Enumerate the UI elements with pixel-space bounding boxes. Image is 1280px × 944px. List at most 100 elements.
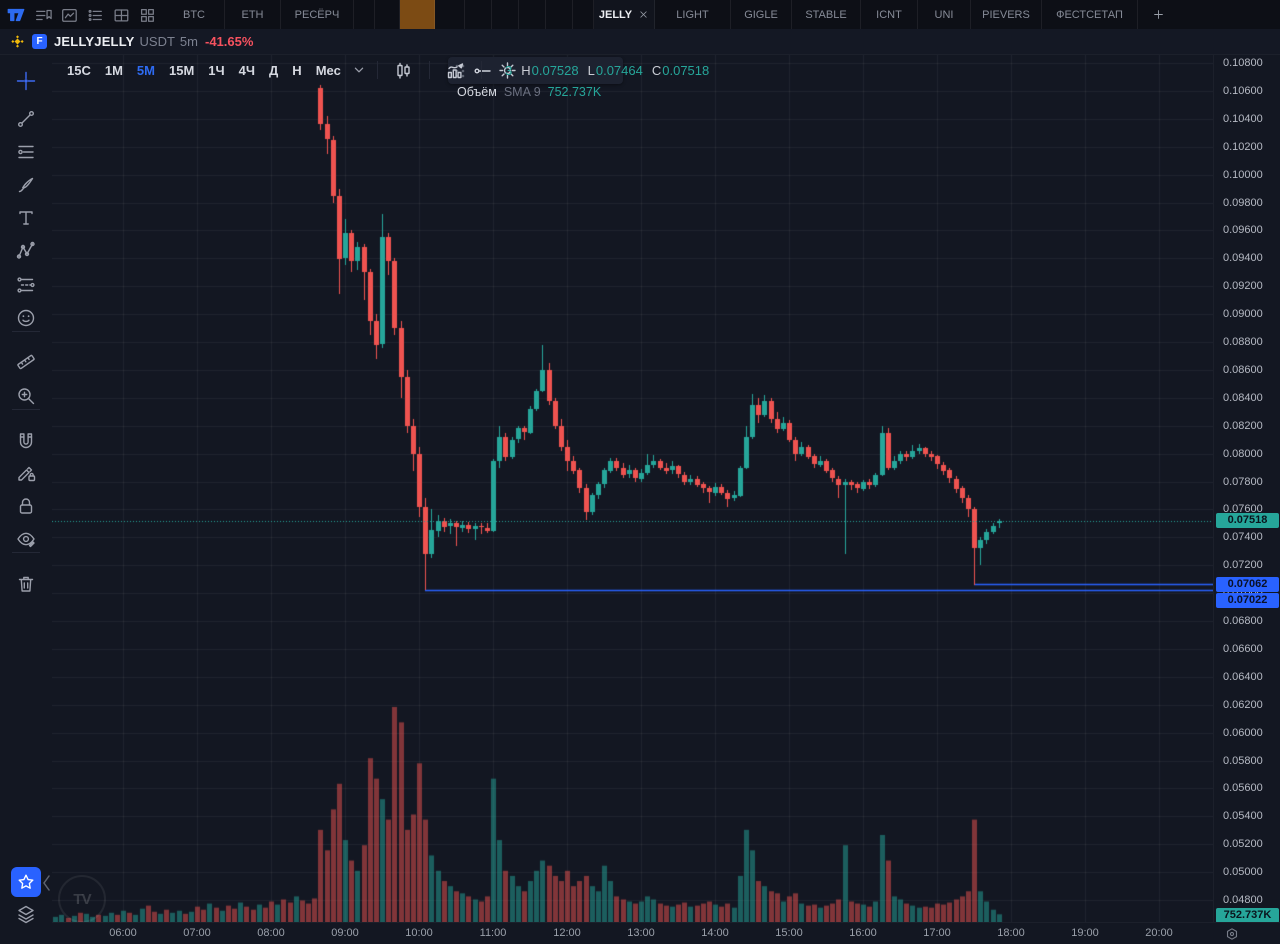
lock-all-icon[interactable] xyxy=(15,495,37,517)
time-tick: 07:00 xyxy=(183,927,211,939)
price-tick: 0.07400 xyxy=(1223,531,1263,544)
tab-label: РЕСЁРЧ xyxy=(294,8,340,21)
tab-pievers[interactable]: PIEVERS xyxy=(971,0,1042,29)
brush-icon[interactable] xyxy=(15,174,37,196)
price-tick: 0.10800 xyxy=(1223,57,1263,69)
remove-all-icon[interactable] xyxy=(15,573,37,595)
legend-close-value: 0.07518 xyxy=(662,63,710,78)
price-tick: 0.06200 xyxy=(1223,698,1263,711)
drawing-pencil-lock-icon[interactable] xyxy=(15,462,37,484)
price-tick: 0.05000 xyxy=(1223,866,1263,879)
trend-line-icon[interactable] xyxy=(15,108,37,130)
timeframe-4Ч[interactable]: 4Ч xyxy=(238,62,256,78)
price-tick: 0.05800 xyxy=(1223,754,1263,767)
list-icon[interactable] xyxy=(86,6,104,24)
price-tick: 0.09000 xyxy=(1223,308,1263,321)
symbol-name[interactable]: JELLYJELLY xyxy=(54,34,135,49)
tab-label: PIEVERS xyxy=(982,8,1030,21)
tab-eth[interactable]: ETH xyxy=(225,0,281,29)
crosshair-icon[interactable] xyxy=(15,70,37,92)
floating-drawing-toolbar[interactable] xyxy=(448,57,623,84)
tab-empty[interactable] xyxy=(519,0,546,29)
tab-thumbnail[interactable] xyxy=(400,0,435,29)
tradingview-logo-icon[interactable] xyxy=(6,5,26,25)
object-tree-layers-icon[interactable] xyxy=(15,903,37,925)
candles-icon[interactable] xyxy=(393,60,414,81)
timeframe-Мес[interactable]: Мес xyxy=(315,62,341,78)
price-tick: 0.05200 xyxy=(1223,838,1263,851)
tab-icnt[interactable]: ICNT xyxy=(861,0,918,29)
chart-window-icon[interactable] xyxy=(60,6,78,24)
symbol-pair-suffix: USDT xyxy=(139,34,175,49)
legend-low-value: 0.07464 xyxy=(595,63,643,78)
tab-gigle[interactable]: GIGLE xyxy=(731,0,792,29)
ruler-icon[interactable] xyxy=(15,351,37,373)
tab-jelly[interactable]: JELLY xyxy=(594,0,655,29)
time-tick: 06:00 xyxy=(109,927,137,939)
magnet-icon[interactable] xyxy=(15,430,37,452)
price-tick: 0.10000 xyxy=(1223,168,1263,181)
hide-all-icon[interactable] xyxy=(15,528,37,550)
time-tick: 11:00 xyxy=(479,927,507,939)
tab-stable[interactable]: STABLE xyxy=(792,0,861,29)
time-tick: 18:00 xyxy=(997,927,1025,939)
tab-empty[interactable] xyxy=(492,0,519,29)
timeframe-1Ч[interactable]: 1Ч xyxy=(208,62,225,78)
toolbar-separator xyxy=(12,409,40,410)
tab-empty[interactable] xyxy=(435,0,465,29)
timeframe-Н[interactable]: Н xyxy=(292,62,302,78)
price-tick: 0.04800 xyxy=(1223,894,1263,906)
emoji-icon[interactable] xyxy=(15,307,37,329)
tab-empty[interactable] xyxy=(573,0,594,29)
tab-label: BTC xyxy=(183,8,205,21)
toolbar-divider xyxy=(480,61,482,79)
price-tick: 0.06400 xyxy=(1223,670,1263,683)
timeframe-15С[interactable]: 15С xyxy=(67,62,91,78)
tab-btc[interactable]: BTC xyxy=(164,0,225,29)
watchlist-icon[interactable] xyxy=(34,6,52,24)
price-tick: 0.08600 xyxy=(1223,363,1263,376)
chart-pane[interactable]: 15С 1М 5М 15М 1Ч 4Ч Д Н Мес 3 H 0.07528 L 0.07464 … xyxy=(52,55,1280,944)
tab-ресёрч[interactable]: РЕСЁРЧ xyxy=(281,0,354,29)
time-axis[interactable]: 06:00 07:00 08:00 09:00 10:00 11:00 12:00 13:00… xyxy=(52,922,1280,944)
price-tick: 0.09200 xyxy=(1223,280,1263,293)
axis-settings-icon[interactable] xyxy=(1224,926,1240,942)
add-tab-button[interactable] xyxy=(1138,0,1178,29)
tab-empty[interactable] xyxy=(546,0,573,29)
timeframe-15М[interactable]: 15М xyxy=(168,62,195,78)
sidebar-collapse-handle[interactable] xyxy=(40,872,52,894)
volume-indicator-label[interactable]: Объём xyxy=(457,85,497,99)
text-icon[interactable] xyxy=(15,207,37,229)
price-axis[interactable]: 0.10800 0.10600 0.10400 0.10200 0.10000 0.098… xyxy=(1213,55,1280,923)
time-tick: 08:00 xyxy=(257,927,285,939)
close-icon[interactable] xyxy=(638,9,649,20)
long-position-icon[interactable] xyxy=(15,274,37,296)
fib-retracement-icon[interactable] xyxy=(15,141,37,163)
tab-empty[interactable] xyxy=(465,0,492,29)
volume-axis-label: 752.737K xyxy=(1216,908,1279,923)
chart-canvas[interactable] xyxy=(52,55,1213,922)
tab-light[interactable]: LIGHT xyxy=(655,0,731,29)
grid-table-icon[interactable] xyxy=(112,6,130,24)
tab-uni[interactable]: UNI xyxy=(918,0,971,29)
timeframe-5М[interactable]: 5М xyxy=(136,62,155,78)
tab-фестсетап[interactable]: ФЕСТСЕТАП xyxy=(1042,0,1138,29)
tab-bar: BTC ETH РЕСЁРЧ JELLY LIGHT GIGLE STABLE ICNT UNI… xyxy=(0,0,1280,30)
price-tick: 0.06600 xyxy=(1223,642,1263,655)
legend-high-value: 0.07528 xyxy=(531,63,579,78)
timeframe-Д[interactable]: Д xyxy=(269,62,279,78)
gear-icon[interactable] xyxy=(497,60,518,81)
favorites-star-button[interactable] xyxy=(11,867,41,897)
timeframe-1М[interactable]: 1М xyxy=(104,62,123,78)
price-tick: 0.09800 xyxy=(1223,196,1263,209)
indicators-icon[interactable] xyxy=(445,60,466,81)
price-tick: 0.08800 xyxy=(1223,336,1263,348)
zoom-in-icon[interactable] xyxy=(15,385,37,407)
tab-empty[interactable] xyxy=(354,0,375,29)
ray-price-label-2: 0.07022 xyxy=(1216,592,1279,608)
chevron-down-icon[interactable] xyxy=(350,61,368,79)
grid-squares-icon[interactable] xyxy=(138,6,156,24)
tab-empty[interactable] xyxy=(375,0,400,29)
time-tick: 17:00 xyxy=(923,927,951,939)
xabcd-pattern-icon[interactable] xyxy=(15,240,37,262)
